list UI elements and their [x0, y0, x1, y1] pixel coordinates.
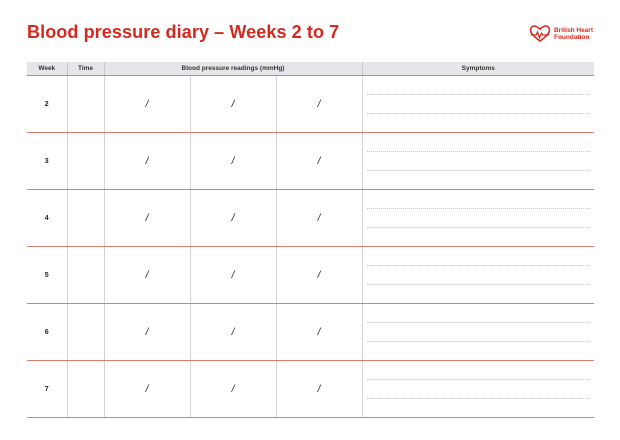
- reading-cell[interactable]: /: [189, 246, 276, 304]
- time-cell[interactable]: [66, 75, 104, 133]
- brand-line-2: Foundation: [553, 34, 590, 41]
- symptoms-cell[interactable]: [361, 246, 595, 304]
- reading-cell[interactable]: /: [275, 132, 363, 190]
- symptoms-writing-line: [366, 227, 591, 228]
- reading-cell[interactable]: /: [189, 75, 276, 133]
- reading-cell[interactable]: /: [103, 75, 190, 133]
- reading-cell[interactable]: /: [103, 189, 190, 247]
- symptoms-cell[interactable]: [361, 75, 595, 133]
- bp-diary-table: Week Time Blood pressure readings (mmHg)…: [27, 62, 595, 418]
- time-cell[interactable]: [66, 246, 104, 304]
- table-row: 4 / / /: [27, 189, 595, 247]
- brand-name: British Heart Foundation: [554, 27, 593, 41]
- reading-cell[interactable]: /: [275, 303, 363, 361]
- time-cell[interactable]: [66, 303, 104, 361]
- col-header-time: Time: [66, 62, 105, 76]
- symptoms-cell[interactable]: [361, 189, 595, 247]
- symptoms-writing-line: [366, 113, 591, 114]
- symptoms-cell[interactable]: [361, 360, 595, 418]
- col-header-symptoms: Symptoms: [361, 62, 595, 76]
- symptoms-writing-line: [366, 398, 591, 399]
- week-cell: 3: [27, 132, 67, 190]
- symptoms-cell[interactable]: [361, 132, 595, 190]
- reading-cell[interactable]: /: [189, 132, 276, 190]
- brand-line-1: British Heart: [553, 27, 593, 34]
- time-cell[interactable]: [66, 189, 104, 247]
- symptoms-writing-line: [366, 322, 591, 323]
- reading-cell[interactable]: /: [103, 360, 190, 418]
- week-cell: 4: [27, 189, 67, 247]
- reading-cell[interactable]: /: [103, 303, 190, 361]
- reading-cell[interactable]: /: [189, 189, 276, 247]
- time-cell[interactable]: [66, 360, 104, 418]
- reading-cell[interactable]: /: [103, 246, 190, 304]
- reading-cell[interactable]: /: [189, 303, 276, 361]
- week-cell: 2: [27, 75, 67, 133]
- bhf-logo: British Heart Foundation: [529, 25, 593, 43]
- symptoms-writing-line: [366, 170, 591, 171]
- week-cell: 7: [27, 360, 67, 418]
- symptoms-writing-line: [366, 94, 591, 95]
- time-cell[interactable]: [66, 132, 104, 190]
- table-row: 7 / / /: [27, 360, 595, 418]
- symptoms-writing-line: [366, 151, 591, 152]
- table-row: 2 / / /: [27, 75, 595, 133]
- reading-cell[interactable]: /: [275, 246, 363, 304]
- table-header-row: Week Time Blood pressure readings (mmHg)…: [27, 62, 595, 76]
- symptoms-writing-line: [366, 341, 591, 342]
- week-cell: 6: [27, 303, 67, 361]
- table-row: 3 / / /: [27, 132, 595, 190]
- page-title: Blood pressure diary – Weeks 2 to 7: [27, 22, 340, 42]
- reading-cell[interactable]: /: [103, 132, 190, 190]
- symptoms-writing-line: [366, 379, 591, 380]
- table-row: 6 / / /: [27, 303, 595, 361]
- heart-logo-icon: [529, 25, 551, 42]
- table-row: 5 / / /: [27, 246, 595, 304]
- col-header-readings: Blood pressure readings (mmHg): [103, 62, 363, 76]
- week-cell: 5: [27, 246, 67, 304]
- col-header-week: Week: [27, 62, 68, 76]
- symptoms-cell[interactable]: [361, 303, 595, 361]
- reading-cell[interactable]: /: [275, 189, 363, 247]
- symptoms-writing-line: [366, 208, 591, 209]
- symptoms-writing-line: [366, 265, 591, 266]
- reading-cell[interactable]: /: [275, 75, 363, 133]
- reading-cell[interactable]: /: [275, 360, 363, 418]
- symptoms-writing-line: [366, 284, 591, 285]
- reading-cell[interactable]: /: [189, 360, 276, 418]
